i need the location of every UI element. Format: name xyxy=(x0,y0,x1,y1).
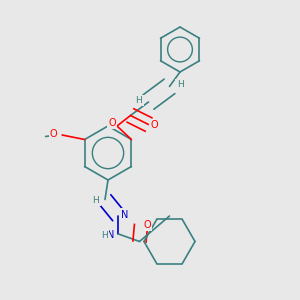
Text: O: O xyxy=(50,129,58,139)
Text: N: N xyxy=(107,230,115,241)
Text: H: H xyxy=(93,196,99,205)
Text: N: N xyxy=(122,209,129,220)
Text: H: H xyxy=(101,231,107,240)
Text: H: H xyxy=(136,96,142,105)
Text: O: O xyxy=(108,118,116,128)
Text: H: H xyxy=(177,80,183,89)
Text: O: O xyxy=(143,220,151,230)
Text: O: O xyxy=(150,120,158,130)
